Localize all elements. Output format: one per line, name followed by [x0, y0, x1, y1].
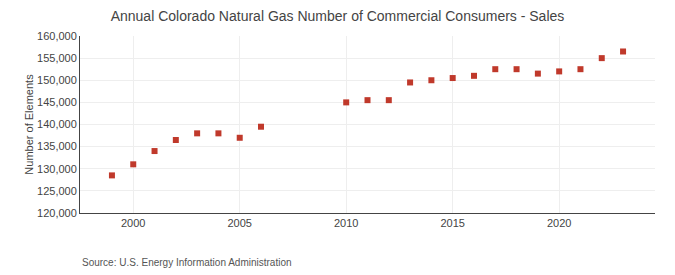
- svg-text:125,000: 125,000: [37, 185, 77, 197]
- svg-text:130,000: 130,000: [37, 163, 77, 175]
- svg-text:120,000: 120,000: [37, 207, 77, 219]
- svg-text:Source: U.S. Energy Informatio: Source: U.S. Energy Information Administ…: [82, 257, 292, 268]
- svg-text:2015: 2015: [440, 217, 464, 229]
- svg-text:150,000: 150,000: [37, 74, 77, 86]
- svg-text:145,000: 145,000: [37, 96, 77, 108]
- svg-text:160,000: 160,000: [37, 30, 77, 42]
- svg-text:155,000: 155,000: [37, 52, 77, 64]
- svg-text:2000: 2000: [121, 217, 145, 229]
- svg-text:140,000: 140,000: [37, 118, 77, 130]
- svg-text:Number of Elements: Number of Elements: [23, 74, 35, 175]
- svg-text:2020: 2020: [547, 217, 571, 229]
- svg-text:Annual Colorado Natural Gas Nu: Annual Colorado Natural Gas Number of Co…: [111, 8, 565, 24]
- svg-text:135,000: 135,000: [37, 140, 77, 152]
- svg-text:2005: 2005: [227, 217, 251, 229]
- svg-text:2010: 2010: [334, 217, 358, 229]
